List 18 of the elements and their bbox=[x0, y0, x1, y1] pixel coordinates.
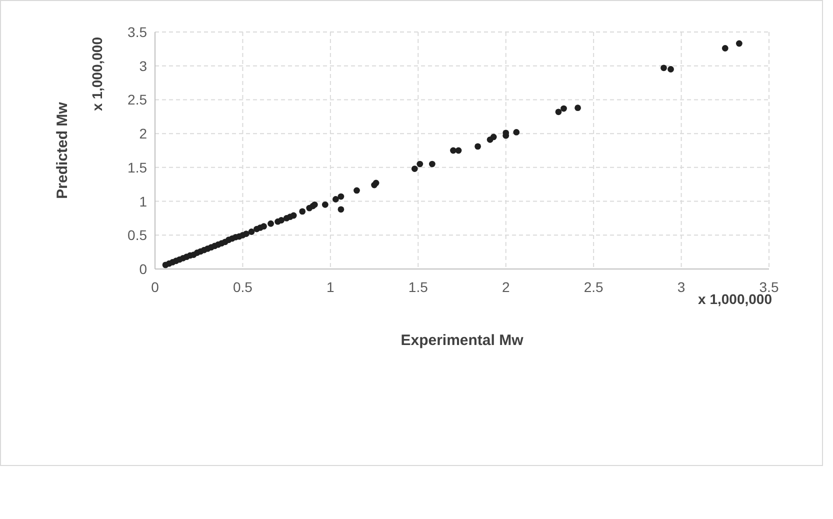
y-tick-label: 0.5 bbox=[128, 227, 148, 244]
y-tick-label: 3 bbox=[139, 58, 148, 74]
x-tick-label: 2.5 bbox=[584, 279, 604, 295]
y-axis-title: Predicted Mw bbox=[54, 102, 71, 199]
y-tick-label: 1 bbox=[139, 193, 148, 210]
y-tick-label: 0 bbox=[139, 261, 148, 277]
y-tick-label: 2 bbox=[139, 126, 148, 142]
x-tick-label: 1.5 bbox=[408, 279, 428, 295]
y-tick-label: 2.5 bbox=[128, 92, 148, 108]
x-tick-label: 0 bbox=[151, 279, 160, 295]
x-tick-label: 2 bbox=[502, 279, 510, 295]
y-tick-label: 1.5 bbox=[128, 159, 148, 176]
text: x 1,000,000 bbox=[89, 36, 105, 111]
x-tick-label: 0.5 bbox=[232, 279, 253, 295]
x-tick-label: 3 bbox=[677, 279, 686, 295]
x-tick-label: 1 bbox=[326, 279, 335, 295]
x-axis-title: Experimental Mw bbox=[400, 332, 524, 349]
y-tick-label: 3.5 bbox=[128, 24, 148, 40]
